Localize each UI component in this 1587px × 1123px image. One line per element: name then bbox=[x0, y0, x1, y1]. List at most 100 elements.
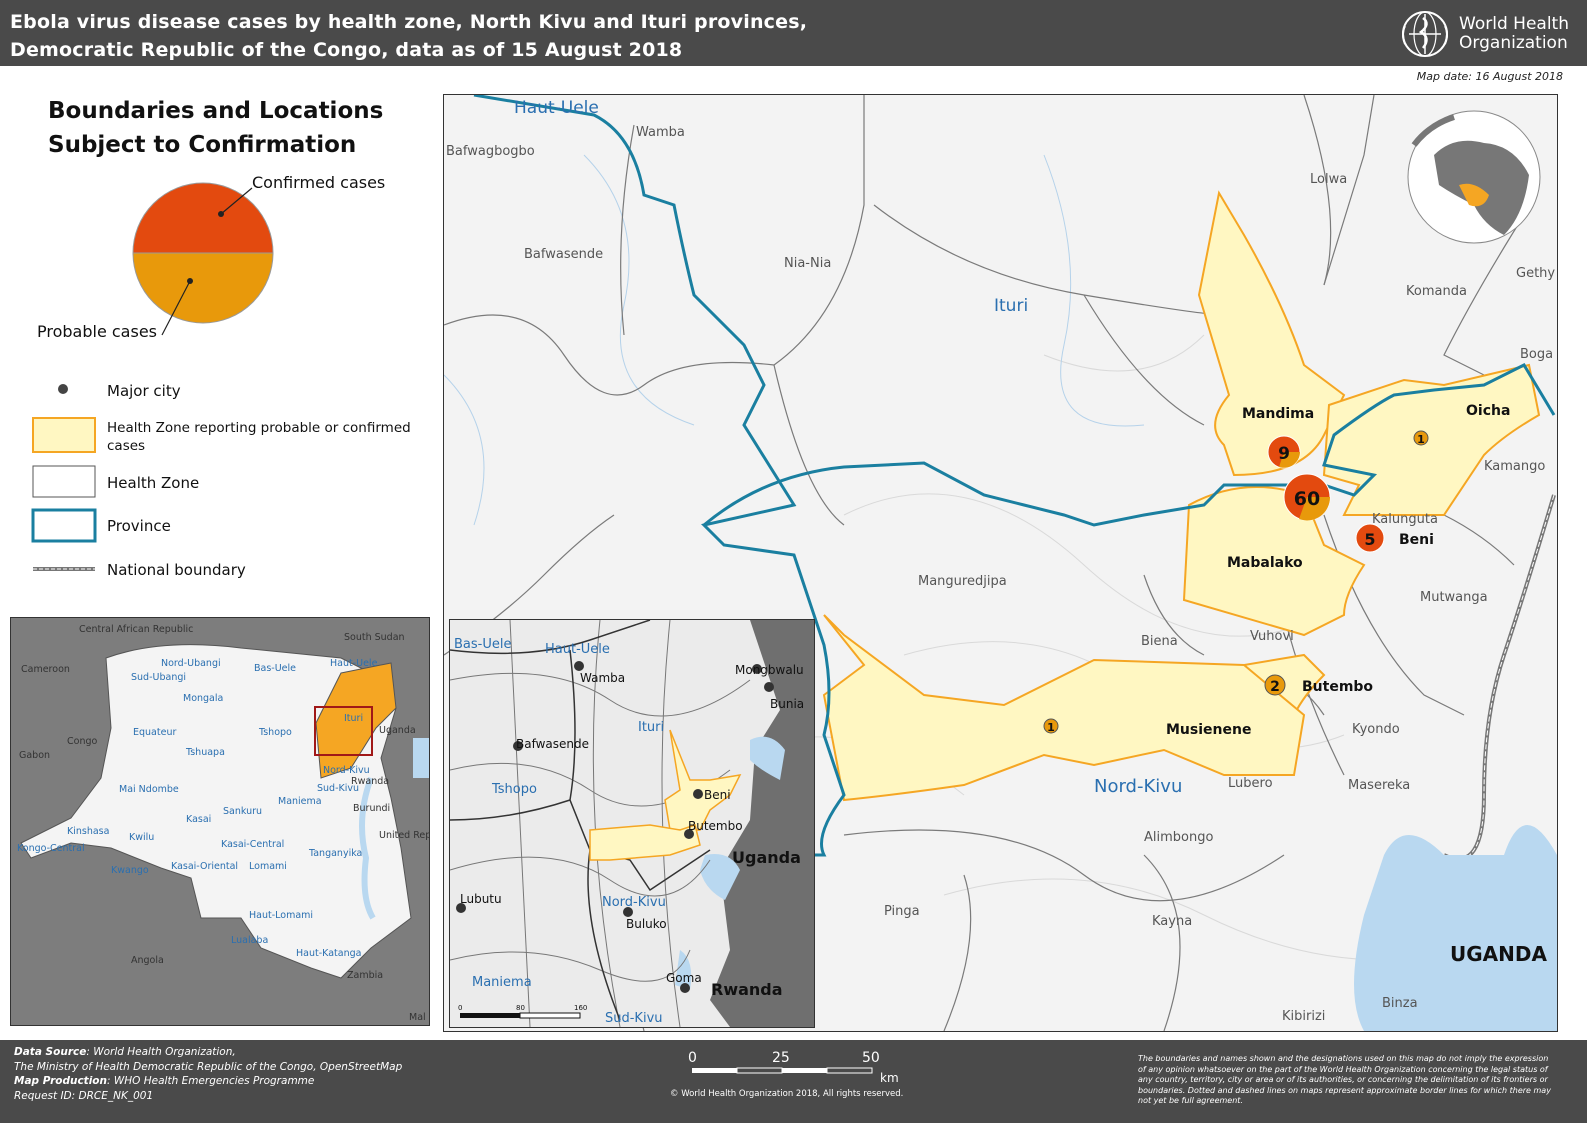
legend-graphics bbox=[31, 182, 274, 571]
country-gabon: Gabon bbox=[19, 750, 50, 761]
place-lolwa: Lolwa bbox=[1310, 172, 1347, 187]
inset-country-labels: Uganda Rwanda bbox=[711, 848, 801, 999]
who-name-line2: Organization bbox=[1459, 33, 1568, 53]
main-map-labels: Haut-Uele Ituri Nord-Kivu Wamba Bafwagbo… bbox=[446, 98, 1555, 1024]
who-name-line1: World Health bbox=[1459, 14, 1569, 34]
province-kasai-central: Kasai-Central bbox=[221, 839, 284, 850]
place-manguredjipa: Manguredjipa bbox=[918, 574, 1007, 589]
zone-mandima bbox=[1197, 190, 1346, 477]
inset-province-bas-uele: Bas-Uele bbox=[454, 637, 511, 652]
city-beni: Beni bbox=[704, 788, 731, 802]
lake-victoria bbox=[413, 738, 429, 778]
main-map[interactable]: Haut-Uele Ituri Nord-Kivu Wamba Bafwagbo… bbox=[443, 94, 1558, 1032]
place-kalunguta: Kalunguta bbox=[1372, 512, 1438, 527]
province-boundaries bbox=[473, 95, 1556, 857]
scale-bar: 0 25 50 km bbox=[688, 1050, 899, 1085]
province-tshuapa: Tshuapa bbox=[185, 747, 225, 758]
province-haut-lomami: Haut-Lomami bbox=[249, 910, 313, 921]
zone-label-mabalako: Mabalako bbox=[1227, 555, 1303, 571]
case-count-butembo: 2 bbox=[1270, 679, 1280, 695]
case-circle-oicha[interactable]: 1 bbox=[1413, 430, 1429, 446]
case-count-mabalako: 60 bbox=[1294, 488, 1320, 510]
country-label-uganda: UGANDA bbox=[1450, 942, 1547, 966]
case-circle-mabalako[interactable]: 60 bbox=[1283, 473, 1331, 521]
country-car: Central African Republic bbox=[79, 624, 193, 635]
inset-neighbour-country bbox=[710, 620, 814, 1027]
legend-pie-confirmed bbox=[132, 182, 274, 254]
place-biena: Biena bbox=[1141, 634, 1178, 649]
inset-affected-zones bbox=[589, 729, 742, 861]
who-emblem-icon bbox=[1402, 11, 1449, 57]
city-bunia: Bunia bbox=[770, 697, 804, 711]
case-circle-musienene[interactable]: 1 bbox=[1043, 718, 1059, 734]
who-name: World Health Organization bbox=[1459, 15, 1569, 53]
legend-health-zone: Health Zone bbox=[107, 474, 200, 492]
inset-province-labels: Bas-Uele Haut-Uele Ituri Tshopo Nord-Kiv… bbox=[454, 637, 666, 1026]
place-masereka: Masereka bbox=[1348, 778, 1410, 793]
case-circle-butembo[interactable]: 2 bbox=[1264, 674, 1286, 696]
province-maniema: Maniema bbox=[278, 796, 322, 807]
inset-country-uganda: Uganda bbox=[732, 848, 801, 867]
legend-major-city: Major city bbox=[107, 382, 181, 400]
province-kwilu: Kwilu bbox=[129, 832, 154, 843]
province-nord-kivu: Nord-Kivu bbox=[323, 765, 370, 776]
inset-province-sud-kivu: Sud-Kivu bbox=[605, 1011, 663, 1026]
province-kasai-oriental: Kasai-Oriental bbox=[171, 861, 238, 872]
city-buluko: Buluko bbox=[626, 917, 667, 931]
scale-tick-0: 0 bbox=[688, 1050, 697, 1066]
place-gethy: Gethy bbox=[1516, 266, 1555, 281]
province-haut-uele: Haut-Uele bbox=[330, 658, 378, 669]
data-source-label: Data Source bbox=[14, 1046, 87, 1058]
inset-city-labels: Wamba Mongbwalu Bunia Bafwasende Beni Bu… bbox=[460, 663, 804, 985]
case-circle-beni[interactable]: 5 bbox=[1355, 523, 1385, 553]
lake-albert bbox=[750, 736, 785, 780]
country-zambia: Zambia bbox=[347, 970, 383, 981]
place-boga: Boga bbox=[1520, 347, 1553, 362]
country-angola: Angola bbox=[131, 955, 164, 966]
place-vuhovi: Vuhovi bbox=[1250, 629, 1294, 644]
legend-hz-reporting: Health Zone reporting probable or confir… bbox=[107, 420, 411, 454]
place-alimbongo: Alimbongo bbox=[1144, 830, 1213, 845]
place-nia-nia: Nia-Nia bbox=[784, 256, 831, 271]
legend-title-line2: Subject to Confirmation bbox=[48, 132, 357, 158]
legend-confirmed-label: Confirmed cases bbox=[252, 173, 386, 192]
province-sud-ubangi: Sud-Ubangi bbox=[131, 672, 186, 683]
request-id: Request ID: DRCE_NK_001 bbox=[14, 1089, 154, 1102]
label-ituri: Ituri bbox=[994, 296, 1028, 316]
city-bafwasende: Bafwasende bbox=[516, 737, 589, 751]
country-rwanda: Rwanda bbox=[351, 776, 389, 787]
country-malawi: Mal bbox=[409, 1012, 426, 1023]
region-inset[interactable]: Wamba Mongbwalu Bunia Bafwasende Beni Bu… bbox=[449, 619, 815, 1028]
zone-label-musienene: Musienene bbox=[1166, 722, 1251, 738]
province-kinshasa: Kinshasa bbox=[67, 826, 109, 837]
lake-tanganyika bbox=[359, 776, 376, 920]
city-mongbwalu: Mongbwalu bbox=[735, 663, 804, 677]
province-equateur: Equateur bbox=[133, 727, 176, 738]
lake-kivu bbox=[675, 950, 692, 990]
map-title-line2: Democratic Republic of the Congo, data a… bbox=[10, 39, 683, 61]
inset-scale-bar: 0 80 160 bbox=[458, 1004, 587, 1019]
province-lomami: Lomami bbox=[249, 861, 287, 872]
city-butembo: Butembo bbox=[688, 819, 743, 833]
data-source-line2: The Ministry of Health Democratic Republ… bbox=[14, 1060, 403, 1073]
place-bafwagbogbo: Bafwagbogbo bbox=[446, 144, 535, 159]
country-uganda: Uganda bbox=[379, 725, 416, 736]
zone-musienene bbox=[822, 614, 1306, 802]
legend-title-line1: Boundaries and Locations bbox=[48, 98, 384, 124]
case-count-musienene: 1 bbox=[1047, 721, 1055, 734]
province-mai-ndombe: Mai Ndombe bbox=[119, 784, 179, 795]
production-line: Map Production: WHO Health Emergencies P… bbox=[14, 1074, 402, 1089]
inset-scale-80: 80 bbox=[516, 1004, 525, 1012]
disclaimer: The boundaries and names shown and the d… bbox=[1138, 1054, 1551, 1105]
inset-country-rwanda: Rwanda bbox=[711, 980, 783, 999]
inset-health-zones bbox=[450, 620, 751, 1027]
zone-label-beni: Beni bbox=[1399, 532, 1434, 548]
case-count-mandima: 9 bbox=[1278, 444, 1290, 464]
country-congo: Congo bbox=[67, 736, 97, 747]
drc-inset-countries: Central African Republic South Sudan Cam… bbox=[19, 624, 429, 1023]
drc-overview-inset[interactable]: Central African Republic South Sudan Cam… bbox=[10, 617, 430, 1026]
case-circle-mandima[interactable]: 9 bbox=[1267, 435, 1301, 469]
legend-title: Boundaries and Locations Subject to Conf… bbox=[48, 94, 383, 162]
inset-city-markers bbox=[456, 661, 774, 993]
affected-health-zones bbox=[822, 190, 1541, 802]
